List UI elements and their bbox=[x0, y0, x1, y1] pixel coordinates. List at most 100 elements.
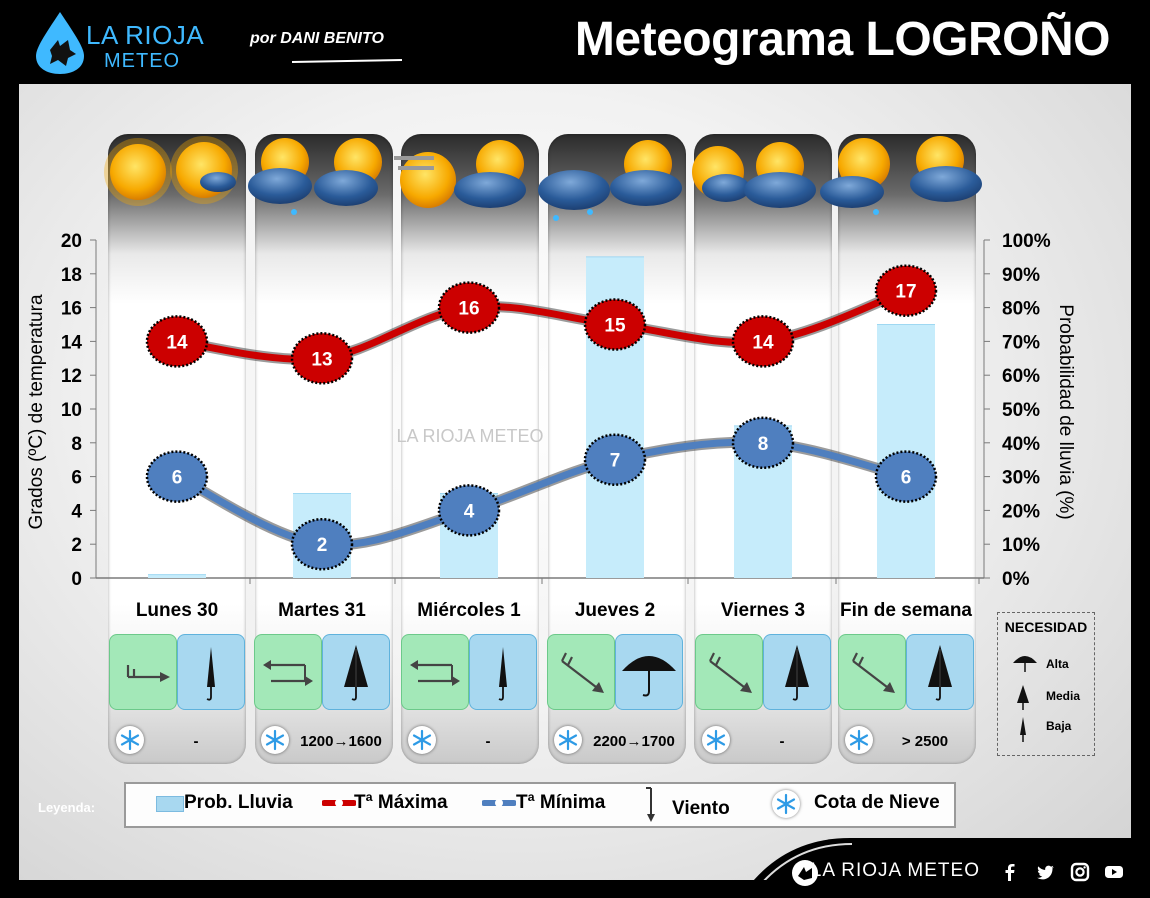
sun-cloud-icon bbox=[910, 136, 982, 202]
snowflake-icon bbox=[554, 726, 582, 754]
wind-tile bbox=[109, 634, 177, 710]
wind-tile bbox=[254, 634, 322, 710]
rain-need-tile bbox=[177, 634, 245, 710]
tmax-point: 13 bbox=[290, 332, 354, 385]
tmin-point: 4 bbox=[437, 484, 501, 537]
y2-tick-label: 80% bbox=[1002, 299, 1040, 320]
snowflake-icon bbox=[845, 726, 873, 754]
sun-cloud-icon bbox=[170, 136, 238, 204]
day-label: Miércoles 1 bbox=[417, 600, 521, 621]
day-label: Fin de semana bbox=[840, 600, 972, 621]
wind-variable-arrows-icon bbox=[263, 660, 313, 686]
weather-icons-row bbox=[104, 136, 982, 221]
footer bbox=[0, 880, 1150, 898]
wind-tile bbox=[695, 634, 763, 710]
point-value-label: 8 bbox=[758, 434, 769, 455]
series-line-shadow bbox=[171, 436, 912, 551]
snowflake-icon bbox=[702, 726, 730, 754]
legend-tmax-label: Tª Máxima bbox=[354, 792, 448, 813]
wind-arrow-icon bbox=[646, 787, 655, 822]
point-marker bbox=[583, 433, 647, 486]
watermark: LA RIOJA METEO bbox=[396, 426, 543, 446]
header: LA RIOJA METEO por DANI BENITO Meteogram… bbox=[0, 0, 1150, 84]
facebook-icon[interactable] bbox=[1002, 862, 1018, 882]
y2-axis-label: Probabilidad de lluvia (%) bbox=[1055, 304, 1076, 519]
tmax-point: 17 bbox=[874, 264, 938, 317]
legend: Prob. Lluvia Tª Máxima Tª Mínima Viento … bbox=[124, 782, 956, 828]
snow-level-value: - bbox=[485, 733, 491, 750]
logo: LA RIOJA METEO bbox=[30, 6, 210, 80]
legend-wind-label: Viento bbox=[672, 798, 730, 819]
wind-tile bbox=[401, 634, 469, 710]
snowflake-icon bbox=[772, 790, 800, 818]
tmax-point: 14 bbox=[145, 315, 209, 368]
point-value-label: 7 bbox=[610, 451, 621, 472]
instagram-icon[interactable] bbox=[1070, 862, 1090, 882]
page-title: Meteograma LOGROÑO bbox=[574, 13, 1111, 66]
youtube-icon[interactable] bbox=[1104, 862, 1124, 882]
day-labels: Lunes 30 Martes 31 Miércoles 1 Jueves 2 Vier… bbox=[136, 600, 973, 621]
y-tick-label: 2 bbox=[71, 535, 82, 556]
logo-text-top: LA RIOJA bbox=[86, 20, 205, 50]
point-marker bbox=[874, 264, 938, 317]
y-tick-label: 20 bbox=[61, 231, 82, 252]
author-credit: por DANI BENITO bbox=[250, 30, 384, 47]
day-label: Lunes 30 bbox=[136, 600, 218, 621]
snow-level-cell: 1200→1600 bbox=[253, 720, 391, 764]
snow-level-cell: 2200→1700 bbox=[546, 720, 684, 764]
legend-tmin-label: Tª Mínima bbox=[516, 792, 606, 813]
rain-need-tile bbox=[322, 634, 390, 710]
sun-cloud-icon bbox=[820, 138, 890, 215]
tmax-point: 16 bbox=[437, 281, 501, 334]
umbrella-open-icon bbox=[1013, 656, 1037, 672]
necesidad-alta: Alta bbox=[1046, 657, 1069, 671]
y-tick-label: 8 bbox=[71, 434, 82, 455]
wind-northwest-arrow-icon bbox=[561, 652, 604, 693]
necesidad-media: Media bbox=[1046, 689, 1081, 703]
umbrella-closed-wide-icon bbox=[1017, 685, 1029, 710]
temperature-labels: 14 13 16 15 14 17 6 2 4 7 8 6 bbox=[145, 264, 938, 571]
y2-tick-label: 60% bbox=[1002, 366, 1040, 387]
y2-tick-label: 70% bbox=[1002, 332, 1040, 353]
y2-tick-label: 40% bbox=[1002, 434, 1040, 455]
rain-cloud-icon bbox=[538, 170, 610, 221]
wind-tile bbox=[547, 634, 615, 710]
fog-sun-icon bbox=[394, 152, 456, 208]
twitter-icon[interactable] bbox=[1036, 862, 1056, 882]
rain-need-tile bbox=[763, 634, 831, 710]
point-value-label: 4 bbox=[464, 501, 475, 522]
snow-level-value: - bbox=[779, 733, 785, 750]
footer-logo-icon bbox=[792, 860, 818, 886]
snow-level-cell: - bbox=[694, 720, 832, 764]
tmin-point: 2 bbox=[290, 517, 354, 571]
point-value-label: 14 bbox=[166, 332, 188, 353]
snow-level-cell: > 2500 bbox=[837, 720, 975, 764]
day-label: Viernes 3 bbox=[721, 600, 805, 621]
y2-tick-label: 90% bbox=[1002, 265, 1040, 286]
sunny-icon bbox=[104, 138, 172, 206]
logo-drop-icon bbox=[36, 12, 84, 74]
point-marker bbox=[583, 298, 647, 351]
y-tick-label: 18 bbox=[61, 265, 82, 286]
legend-tmin-swatch bbox=[482, 799, 516, 807]
snow-level-cell: - bbox=[400, 720, 538, 764]
snow-level-cell: - bbox=[108, 720, 246, 764]
tmax-point: 15 bbox=[583, 298, 647, 351]
point-marker bbox=[290, 517, 354, 571]
point-value-label: 16 bbox=[458, 299, 479, 320]
rain-need-tile bbox=[906, 634, 974, 710]
point-value-label: 2 bbox=[317, 535, 328, 556]
y-axis-label: Grados (ºC) de temperatura bbox=[26, 294, 47, 529]
sun-cloud-icon bbox=[692, 146, 750, 202]
sun-cloud-icon bbox=[610, 140, 682, 206]
y2-tick-label: 100% bbox=[1002, 231, 1051, 252]
point-marker bbox=[437, 281, 501, 334]
y-tick-label: 12 bbox=[61, 366, 82, 387]
wind-tile bbox=[838, 634, 906, 710]
legend-rain-label: Prob. Lluvia bbox=[184, 792, 293, 813]
wind-west-arrow-icon bbox=[126, 665, 170, 682]
point-marker bbox=[874, 450, 938, 503]
point-marker bbox=[437, 484, 501, 537]
snowflake-icon bbox=[261, 726, 289, 754]
